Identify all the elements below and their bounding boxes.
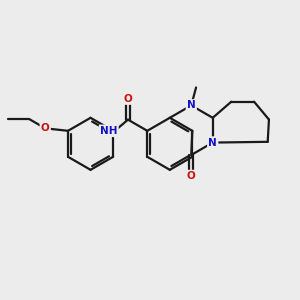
Text: N: N: [208, 138, 217, 148]
Text: NH: NH: [100, 126, 117, 136]
Text: N: N: [187, 100, 196, 110]
Text: O: O: [124, 94, 132, 103]
Text: O: O: [187, 171, 196, 181]
Text: O: O: [41, 123, 50, 133]
